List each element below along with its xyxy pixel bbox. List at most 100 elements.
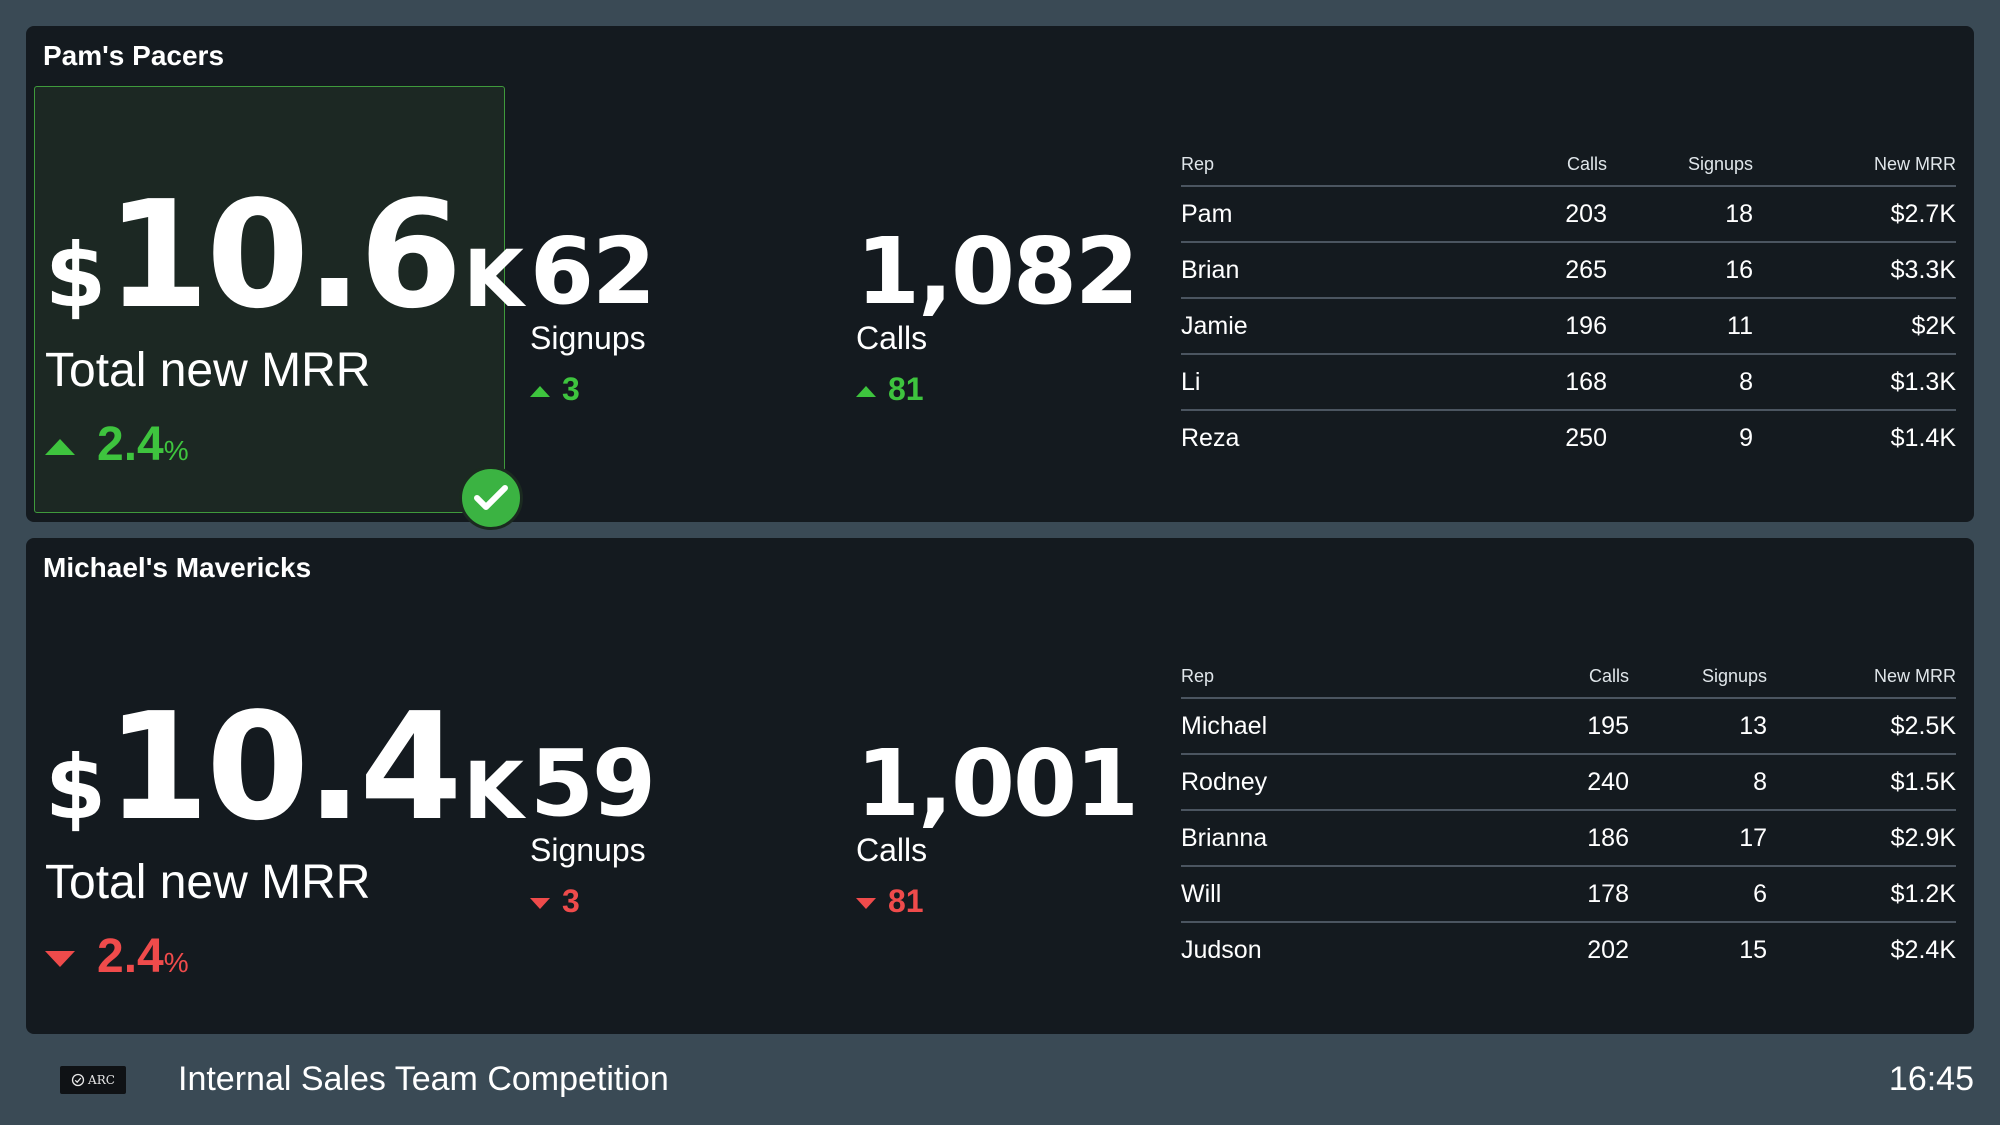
cell-signups: 8 bbox=[1607, 354, 1753, 411]
table-row: Will 178 6 $1.2K bbox=[1181, 866, 1956, 923]
table-row: Rodney 240 8 $1.5K bbox=[1181, 754, 1956, 811]
signups-stat: 59 Signups 3 bbox=[530, 730, 656, 920]
cell-new-mrr: $3.3K bbox=[1753, 242, 1956, 299]
company-logo: ARC bbox=[60, 1066, 126, 1094]
cell-rep: Pam bbox=[1181, 186, 1401, 243]
mrr-hero-card: $10.6K Total new MRR 2.4% bbox=[34, 86, 524, 513]
cell-rep: Michael bbox=[1181, 698, 1401, 755]
cell-new-mrr: $1.5K bbox=[1767, 754, 1956, 811]
cell-calls: 240 bbox=[1401, 754, 1629, 811]
cell-calls: 186 bbox=[1401, 810, 1629, 867]
signups-value: 62 bbox=[530, 218, 656, 325]
cell-signups: 11 bbox=[1607, 298, 1753, 355]
mrr-value: $10.4K bbox=[45, 693, 524, 841]
table-row: Brianna 186 17 $2.9K bbox=[1181, 810, 1956, 867]
table-row: Li 168 8 $1.3K bbox=[1181, 354, 1956, 411]
cell-calls: 250 bbox=[1565, 424, 1607, 452]
signups-change: 3 bbox=[530, 883, 654, 920]
column-header-rep: Rep bbox=[1181, 662, 1401, 699]
signups-change: 3 bbox=[530, 371, 654, 408]
logo-icon bbox=[71, 1073, 85, 1087]
cell-rep: Li bbox=[1181, 354, 1401, 411]
column-header-signups: Signups bbox=[1629, 662, 1767, 699]
cell-signups: 18 bbox=[1607, 186, 1753, 243]
calls-stat: 1,082 Calls 81 bbox=[856, 218, 1139, 408]
mrr-change-unit: % bbox=[163, 435, 189, 466]
logo-text: ARC bbox=[88, 1073, 115, 1087]
triangle-down-icon bbox=[530, 898, 550, 910]
cell-signups: 15 bbox=[1739, 936, 1767, 964]
mrr-suffix: K bbox=[463, 747, 524, 837]
column-header-new-mrr: New MRR bbox=[1767, 662, 1956, 699]
cell-rep: Reza bbox=[1181, 424, 1240, 452]
calls-value: 1,001 bbox=[856, 730, 1139, 837]
cell-new-mrr: $2K bbox=[1753, 298, 1956, 355]
cell-calls: 203 bbox=[1401, 186, 1607, 243]
column-header-calls: Calls bbox=[1401, 662, 1629, 699]
triangle-up-icon bbox=[45, 439, 75, 456]
cell-signups: 9 bbox=[1739, 424, 1753, 452]
cell-new-mrr: $2.5K bbox=[1767, 698, 1956, 755]
cell-calls: 168 bbox=[1401, 354, 1607, 411]
check-circle-icon bbox=[459, 466, 523, 530]
calls-change: 81 bbox=[856, 371, 1137, 408]
mrr-change-value: 2.4 bbox=[97, 418, 164, 471]
cell-new-mrr: $2.9K bbox=[1767, 810, 1956, 867]
calls-change-value: 81 bbox=[888, 371, 924, 407]
signups-change-value: 3 bbox=[562, 371, 580, 407]
cell-calls: 265 bbox=[1401, 242, 1607, 299]
rep-table: Rep Calls Signups New MRR Pam 203 18 $2.… bbox=[1181, 150, 1956, 466]
team-name: Michael's Mavericks bbox=[43, 552, 312, 583]
clock: 16:45 bbox=[1888, 1060, 1974, 1098]
cell-signups: 8 bbox=[1629, 754, 1767, 811]
team-panel: Pam's Pacers $10.6K Total new MRR 2.4% 6… bbox=[26, 26, 1974, 530]
table-row: Brian 265 16 $3.3K bbox=[1181, 242, 1956, 299]
mrr-value: $10.6K bbox=[45, 181, 524, 329]
table-row: Jamie 196 11 $2K bbox=[1181, 298, 1956, 355]
mrr-number: 10.6 bbox=[106, 169, 462, 341]
column-header-rep: Rep bbox=[1181, 150, 1401, 187]
table-row: Judson 202 15 $2.4K bbox=[1181, 922, 1956, 978]
table-row: Michael 195 13 $2.5K bbox=[1181, 698, 1956, 755]
cell-rep: Brianna bbox=[1181, 810, 1401, 867]
mrr-suffix: K bbox=[463, 235, 524, 325]
mrr-change: 2.4% bbox=[45, 421, 189, 469]
mrr-currency: $ bbox=[45, 224, 107, 327]
mrr-label: Total new MRR bbox=[45, 344, 371, 397]
mrr-change: 2.4% bbox=[45, 933, 189, 981]
triangle-down-icon bbox=[856, 898, 876, 910]
cell-rep: Will bbox=[1181, 866, 1401, 923]
cell-rep: Rodney bbox=[1181, 754, 1401, 811]
cell-calls: 196 bbox=[1401, 298, 1607, 355]
table-header-row: Rep Calls Signups New MRR bbox=[1181, 662, 1956, 699]
calls-change-value: 81 bbox=[888, 883, 924, 919]
calls-change: 81 bbox=[856, 883, 1137, 920]
mrr-change-unit: % bbox=[163, 947, 189, 978]
column-header-calls: Calls bbox=[1401, 150, 1607, 187]
triangle-down-icon bbox=[45, 951, 75, 968]
table-row: Pam 203 18 $2.7K bbox=[1181, 186, 1956, 243]
cell-new-mrr: $1.2K bbox=[1767, 866, 1956, 923]
mrr-number: 10.4 bbox=[106, 681, 462, 853]
column-header-signups: Signups bbox=[1607, 150, 1753, 187]
triangle-up-icon bbox=[530, 386, 550, 398]
team-name: Pam's Pacers bbox=[43, 40, 225, 71]
signups-change-value: 3 bbox=[562, 883, 580, 919]
signups-value: 59 bbox=[530, 730, 656, 837]
mrr-hero-card: $10.4K Total new MRR 2.4% bbox=[34, 598, 524, 1025]
column-header-new-mrr: New MRR bbox=[1753, 150, 1956, 187]
cell-new-mrr: $2.4K bbox=[1890, 936, 1956, 964]
cell-rep: Jamie bbox=[1181, 298, 1401, 355]
calls-label: Calls bbox=[856, 320, 928, 356]
table-row: Reza 250 9 $1.4K bbox=[1181, 410, 1956, 466]
signups-stat: 62 Signups 3 bbox=[530, 218, 656, 408]
footer-bar: ARC Internal Sales Team Competition 16:4… bbox=[0, 1030, 2000, 1125]
rep-table: Rep Calls Signups New MRR Michael 195 13… bbox=[1181, 662, 1956, 978]
signups-label: Signups bbox=[530, 320, 646, 356]
calls-label: Calls bbox=[856, 832, 928, 868]
signups-label: Signups bbox=[530, 832, 646, 868]
cell-calls: 178 bbox=[1401, 866, 1629, 923]
cell-new-mrr: $2.7K bbox=[1753, 186, 1956, 243]
calls-value: 1,082 bbox=[856, 218, 1139, 325]
cell-calls: 202 bbox=[1587, 936, 1629, 964]
